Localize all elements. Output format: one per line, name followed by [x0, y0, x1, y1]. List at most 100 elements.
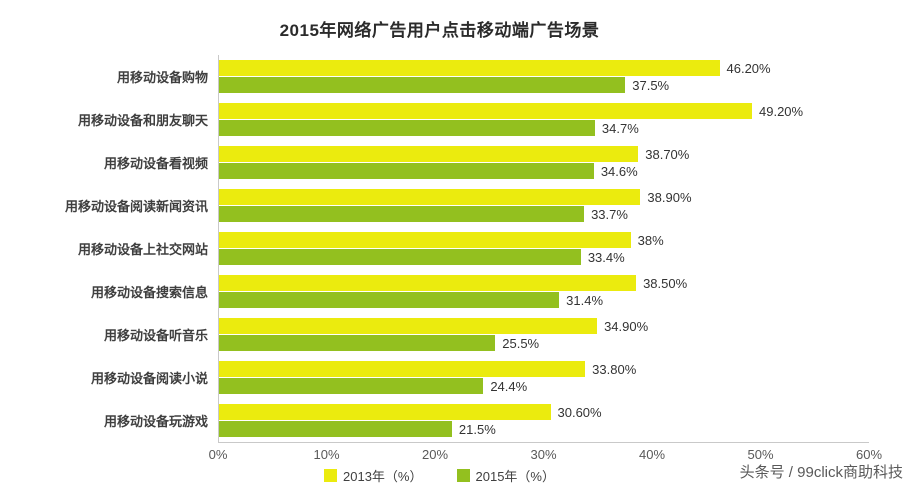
- x-tick-label: 60%: [855, 447, 883, 462]
- legend-label: 2015年（%）: [475, 469, 555, 484]
- bar-group: 38.50% 31.4%: [218, 270, 869, 313]
- chart-row: 用移动设备搜索信息 38.50% 31.4%: [10, 270, 869, 313]
- chart-row: 用移动设备上社交网站 38% 33.4%: [10, 227, 869, 270]
- bar-2013: [219, 404, 551, 420]
- category-label: 用移动设备玩游戏: [103, 414, 208, 429]
- category-label: 用移动设备阅读小说: [90, 371, 208, 386]
- value-label: 38.50%: [643, 275, 688, 291]
- bar-group: 49.20% 34.7%: [218, 98, 869, 141]
- bar-2013: [219, 60, 720, 76]
- category-label: 用移动设备看视频: [103, 156, 208, 171]
- bar-2015: [219, 163, 594, 179]
- legend-label: 2013年（%）: [343, 469, 423, 484]
- bar-line: 37.5%: [219, 77, 869, 93]
- x-tick-label: 20%: [421, 447, 449, 462]
- bar-group: 38.90% 33.7%: [218, 184, 869, 227]
- value-label: 33.4%: [587, 249, 625, 265]
- bar-line: 38%: [219, 232, 869, 248]
- bar-group: 34.90% 25.5%: [218, 313, 869, 356]
- bar-line: 33.7%: [219, 206, 869, 222]
- bar-line: 31.4%: [219, 292, 869, 308]
- bar-2015: [219, 292, 560, 308]
- bar-2015: [219, 335, 496, 351]
- value-label: 49.20%: [759, 103, 804, 119]
- chart-row: 用移动设备看视频 38.70% 34.6%: [10, 141, 869, 184]
- category-label: 用移动设备听音乐: [103, 328, 208, 343]
- chart-title: 2015年网络广告用户点击移动端广告场景: [279, 21, 600, 40]
- bar-line: 34.7%: [219, 120, 869, 136]
- bar-2013: [219, 103, 752, 119]
- chart-row: 用移动设备玩游戏 30.60% 21.5%: [10, 399, 869, 442]
- watermark: 头条号 / 99click商助科技: [739, 464, 903, 481]
- bar-2015: [219, 77, 626, 93]
- legend-item-2015: 2015年（%）: [456, 466, 555, 484]
- bar-line: 33.4%: [219, 249, 869, 265]
- bar-line: 24.4%: [219, 378, 869, 394]
- bar-2013: [219, 189, 641, 205]
- bar-line: 49.20%: [219, 103, 869, 119]
- bar-2015: [219, 249, 581, 265]
- bar-2013: [219, 232, 631, 248]
- value-label: 34.90%: [604, 318, 649, 334]
- bar-2013: [219, 318, 598, 334]
- chart-legend: 2013年（%） 2015年（%）: [10, 466, 869, 484]
- bar-group: 46.20% 37.5%: [218, 55, 869, 98]
- chart-row: 用移动设备听音乐 34.90% 25.5%: [10, 313, 869, 356]
- value-label: 33.7%: [591, 206, 628, 222]
- chart-row: 用移动设备和朋友聊天 49.20% 34.7%: [10, 98, 869, 141]
- x-axis: 0% 10% 20% 30% 40% 50% 60%: [209, 442, 882, 464]
- value-label: 46.20%: [726, 60, 771, 76]
- x-tick-label: 40%: [638, 447, 666, 462]
- value-label: 33.80%: [592, 361, 637, 377]
- bar-2015: [219, 120, 595, 136]
- bar-2015: [219, 421, 452, 437]
- bar-line: 25.5%: [219, 335, 869, 351]
- x-tick-label: 30%: [530, 447, 557, 462]
- value-label: 21.5%: [458, 421, 496, 437]
- bar-2015: [219, 206, 585, 222]
- bar-2013: [219, 146, 639, 162]
- value-label: 30.60%: [557, 404, 602, 420]
- category-label: 用移动设备和朋友聊天: [77, 113, 208, 128]
- value-label: 34.6%: [600, 163, 638, 179]
- bar-line: 21.5%: [219, 421, 869, 437]
- bar-group: 38% 33.4%: [218, 227, 869, 270]
- category-label: 用移动设备购物: [116, 70, 208, 85]
- bar-line: 33.80%: [219, 361, 869, 377]
- legend-item-2013: 2013年（%）: [324, 466, 423, 484]
- bar-group: 33.80% 24.4%: [218, 356, 869, 399]
- chart-row: 用移动设备阅读小说 33.80% 24.4%: [10, 356, 869, 399]
- value-label: 34.7%: [601, 120, 639, 136]
- bar-group: 38.70% 34.6%: [218, 141, 869, 184]
- bar-2015: [219, 378, 484, 394]
- bar-2013: [219, 275, 637, 291]
- bar-line: 30.60%: [219, 404, 869, 420]
- category-label: 用移动设备阅读新闻资讯: [64, 199, 208, 214]
- bar-group: 30.60% 21.5%: [218, 399, 869, 442]
- value-label: 24.4%: [490, 378, 528, 394]
- x-tick-label: 50%: [747, 447, 774, 462]
- bar-line: 34.90%: [219, 318, 869, 334]
- category-label: 用移动设备搜索信息: [90, 285, 208, 300]
- bar-line: 46.20%: [219, 60, 869, 76]
- legend-swatch: [456, 469, 470, 482]
- bar-line: 34.6%: [219, 163, 869, 179]
- bar-line: 38.70%: [219, 146, 869, 162]
- x-tick-label: 10%: [313, 447, 340, 462]
- value-label: 38%: [637, 232, 664, 248]
- bar-2013: [219, 361, 586, 377]
- chart-row: 用移动设备阅读新闻资讯 38.90% 33.7%: [10, 184, 869, 227]
- chart-rows: 用移动设备购物 46.20% 37.5% 用移动设备和朋友聊天 49.20% 34.7% 用…: [10, 55, 869, 442]
- bar-line: 38.50%: [219, 275, 869, 291]
- value-label: 38.90%: [647, 189, 692, 205]
- value-label: 37.5%: [632, 77, 670, 93]
- bar-line: 38.90%: [219, 189, 869, 205]
- legend-swatch: [324, 469, 338, 482]
- value-label: 31.4%: [566, 292, 604, 308]
- value-label: 25.5%: [502, 335, 540, 351]
- value-label: 38.70%: [645, 146, 690, 162]
- x-tick-label: 0%: [208, 447, 228, 462]
- bar-chart: 用移动设备购物 46.20% 37.5% 用移动设备和朋友聊天 49.20% 34.7% 用…: [10, 55, 882, 484]
- category-label: 用移动设备上社交网站: [77, 242, 208, 257]
